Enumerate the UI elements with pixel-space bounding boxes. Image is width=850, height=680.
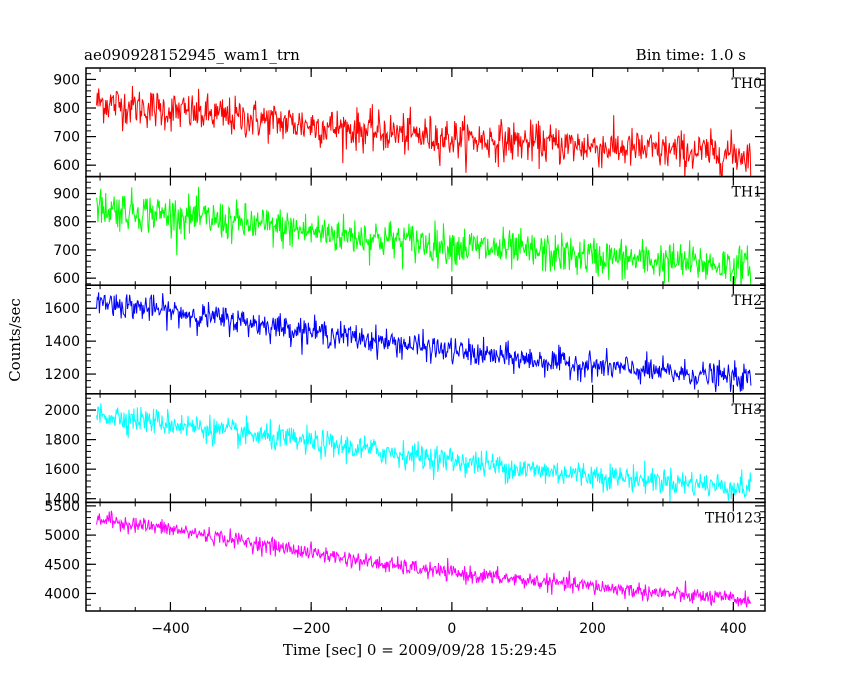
y-tick-label: 600: [53, 271, 80, 287]
y-tick-label: 800: [53, 215, 80, 231]
y-tick-label: 5500: [44, 499, 80, 515]
y-tick-label: 1800: [44, 433, 80, 449]
panel-label: TH2: [732, 293, 762, 309]
panel-label: TH1: [732, 185, 762, 201]
panel-th1: 600 700 800 900 TH1: [53, 175, 766, 287]
x-tick-label: −400: [151, 621, 189, 637]
panels-group: 600 700 800 900 TH0 600 700 800 900 TH1 1200 1400 16…: [44, 67, 766, 612]
series-line-th2: [96, 292, 752, 393]
y-tick-label: 1400: [44, 492, 80, 508]
x-tick-label: −200: [292, 621, 330, 637]
series-line-th0: [96, 85, 752, 177]
y-tick-label: 800: [53, 101, 80, 117]
y-tick-label: 900: [53, 72, 80, 88]
series-line-th0123: [96, 510, 752, 608]
panel-label: TH3: [732, 402, 762, 418]
y-tick-label: 700: [53, 130, 80, 146]
y-tick-label: 1600: [44, 301, 80, 317]
y-tick-label: 5000: [44, 528, 80, 544]
series-line-th3: [96, 403, 752, 503]
chart-title: ae090928152945_wam1_trn: [84, 46, 300, 64]
panel-label: TH0: [732, 76, 762, 92]
panel-frame: [85, 284, 766, 395]
y-tick-label: 1600: [44, 462, 80, 478]
panel-frame: [85, 501, 766, 612]
y-tick-label: 900: [53, 187, 80, 203]
x-tick-label: 400: [720, 621, 747, 637]
y-tick-label: 600: [53, 158, 80, 174]
x-tick-label: 200: [579, 621, 606, 637]
y-tick-label: 1400: [44, 334, 80, 350]
panel-th0: 600 700 800 900 TH0: [53, 67, 766, 178]
y-tick-label: 4500: [44, 557, 80, 573]
x-axis: −400 −200 0 200 400: [151, 621, 746, 637]
y-tick-label: 2000: [44, 403, 80, 419]
panel-th3: 1400 1600 1800 2000 TH3: [44, 393, 766, 508]
y-axis-label: Counts/sec: [6, 298, 24, 382]
panel-th2: 1200 1400 1600 TH2: [44, 284, 766, 395]
x-axis-label: Time [sec] 0 = 2009/09/28 15:29:45: [283, 641, 557, 659]
panel-label: TH0123: [705, 510, 762, 526]
y-tick-label: 4000: [44, 586, 80, 602]
bin-time-label: Bin time: 1.0 s: [636, 46, 746, 64]
y-tick-label: 1200: [44, 367, 80, 383]
y-tick-label: 700: [53, 243, 80, 259]
panel-th0123: 4000 4500 5000 5500 TH0123: [44, 499, 766, 612]
x-tick-label: 0: [447, 621, 456, 637]
series-line-th1: [96, 186, 752, 286]
